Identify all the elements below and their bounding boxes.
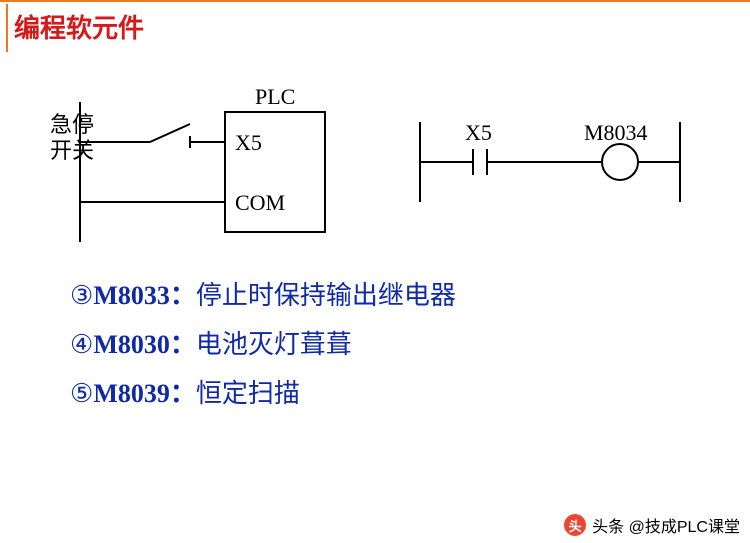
list-item: ⑤M8039：恒定扫描: [70, 380, 456, 407]
list-item-desc: 电池灭灯葺葺: [196, 330, 352, 359]
list-item-number: ③: [70, 282, 93, 308]
diagram-svg: 急停 开关 PLC X5 COM: [50, 82, 700, 252]
watermark-text: 头条 @技成PLC课堂: [592, 513, 740, 537]
terminal-x5: X5: [235, 130, 262, 155]
list-item-number: ④: [70, 331, 93, 357]
ladder-block: X5 M8034: [420, 120, 680, 202]
contact-label: X5: [465, 120, 492, 145]
list-item-desc: 停止时保持输出继电器: [196, 281, 456, 310]
list-item-sep: ：: [170, 281, 196, 310]
watermark-logo-icon: 头: [564, 514, 586, 536]
terminal-com: COM: [235, 190, 285, 215]
page-title: 编程软元件: [14, 8, 144, 45]
list-item-desc: 恒定扫描: [196, 379, 300, 408]
watermark: 头 头条 @技成PLC课堂: [564, 513, 740, 537]
wiring-block: 急停 开关 PLC X5 COM: [50, 84, 325, 242]
switch-label-1: 急停: [50, 112, 94, 137]
list-item-key: M8030: [93, 330, 170, 359]
plc-label: PLC: [255, 84, 295, 109]
coil: [602, 144, 638, 180]
switch-contact: [150, 124, 190, 142]
side-rule: [6, 4, 8, 52]
list-item-key: M8039: [93, 379, 170, 408]
list-item: ③M8033：停止时保持输出继电器: [70, 282, 456, 309]
list-item-sep: ：: [170, 379, 196, 408]
list-item: ④M8030：电池灭灯葺葺: [70, 331, 456, 358]
page: 编程软元件 急停 开关 PLC: [0, 0, 750, 543]
coil-label: M8034: [584, 120, 648, 145]
list-item-key: M8033: [93, 281, 170, 310]
switch-label-2: 开关: [50, 138, 94, 163]
relay-list: ③M8033：停止时保持输出继电器④M8030：电池灭灯葺葺⑤M8039：恒定扫…: [70, 282, 456, 429]
list-item-sep: ：: [170, 330, 196, 359]
diagram-area: 急停 开关 PLC X5 COM: [50, 82, 700, 252]
list-item-number: ⑤: [70, 380, 93, 406]
